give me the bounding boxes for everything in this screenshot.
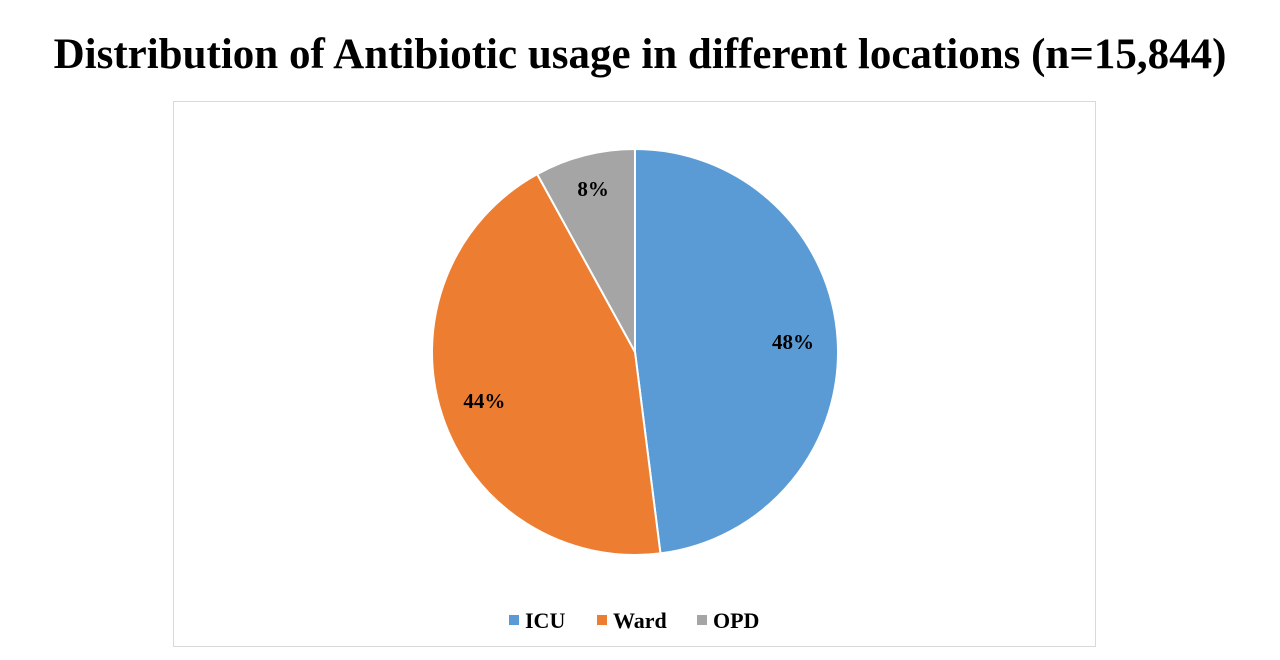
legend-marker-ward: [597, 615, 607, 625]
data-label-opd: 8%: [577, 177, 609, 201]
pie-slice-icu: [634, 147, 839, 555]
legend-label-icu: ICU: [525, 608, 565, 633]
legend-marker-opd: [697, 615, 707, 625]
legend-label-ward: Ward: [613, 608, 667, 633]
pie-slice-ward: [431, 172, 662, 556]
data-label-ward: 44%: [463, 389, 505, 413]
pie-slice-opd: [535, 147, 636, 353]
data-label-icu: 48%: [772, 330, 814, 354]
legend-marker-icu: [509, 615, 519, 625]
chart-area: [173, 101, 1096, 647]
legend-label-opd: OPD: [713, 608, 759, 633]
chart-title: Distribution of Antibiotic usage in diff…: [53, 31, 1227, 78]
